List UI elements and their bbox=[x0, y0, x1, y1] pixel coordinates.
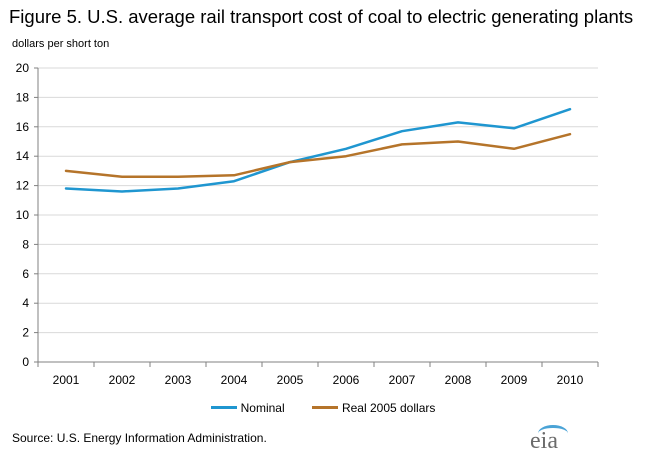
y-tick-label: 2 bbox=[22, 326, 29, 340]
x-tick-label: 2007 bbox=[389, 373, 416, 387]
y-tick-label: 20 bbox=[16, 61, 30, 75]
x-tick-label: 2004 bbox=[221, 373, 248, 387]
logo-text: eia bbox=[530, 428, 558, 454]
x-tick-label: 2002 bbox=[109, 373, 136, 387]
legend-label-real: Real 2005 dollars bbox=[341, 400, 436, 415]
y-tick-label: 14 bbox=[16, 149, 30, 163]
logo-arc bbox=[538, 425, 568, 442]
x-tick-label: 2006 bbox=[333, 373, 360, 387]
series-lines bbox=[64, 107, 572, 193]
axes bbox=[34, 67, 599, 367]
gridlines bbox=[38, 67, 598, 334]
legend-swatch-real bbox=[311, 406, 338, 409]
eia-logo: eia bbox=[524, 423, 576, 459]
y-tick-label: 12 bbox=[16, 179, 30, 193]
y-tick-label: 10 bbox=[16, 208, 30, 222]
x-tick-labels: 2001 2002 2003 2004 2005 2006 2007 2008 2009 2010 bbox=[53, 373, 584, 387]
source-note: Source: U.S. Energy Information Administ… bbox=[12, 431, 267, 445]
y-tick-label: 6 bbox=[22, 267, 29, 281]
x-tick-label: 2001 bbox=[53, 373, 80, 387]
legend: Nominal Real 2005 dollars bbox=[0, 398, 646, 415]
x-tick-label: 2009 bbox=[501, 373, 528, 387]
y-tick-labels: 0 2 4 6 8 10 12 14 16 18 20 bbox=[16, 61, 30, 369]
x-tick-label: 2008 bbox=[445, 373, 472, 387]
series-line-real-2005-dollars bbox=[64, 132, 572, 179]
y-tick-label: 4 bbox=[22, 296, 29, 310]
y-tick-label: 16 bbox=[16, 120, 30, 134]
legend-item-nominal: Nominal bbox=[210, 400, 285, 415]
y-axis-unit-label: dollars per short ton bbox=[12, 38, 110, 50]
legend-item-real: Real 2005 dollars bbox=[311, 400, 436, 415]
chart-title: Figure 5. U.S. average rail transport co… bbox=[9, 6, 634, 27]
y-tick-label: 18 bbox=[16, 90, 30, 104]
y-tick-label: 8 bbox=[22, 237, 29, 251]
x-tick-label: 2010 bbox=[557, 373, 584, 387]
legend-swatch-nominal bbox=[210, 406, 237, 409]
series-line-nominal bbox=[64, 107, 572, 193]
legend-label-nominal: Nominal bbox=[240, 400, 285, 415]
x-tick-label: 2005 bbox=[277, 373, 304, 387]
y-tick-label: 0 bbox=[22, 355, 29, 369]
x-tick-label: 2003 bbox=[165, 373, 192, 387]
